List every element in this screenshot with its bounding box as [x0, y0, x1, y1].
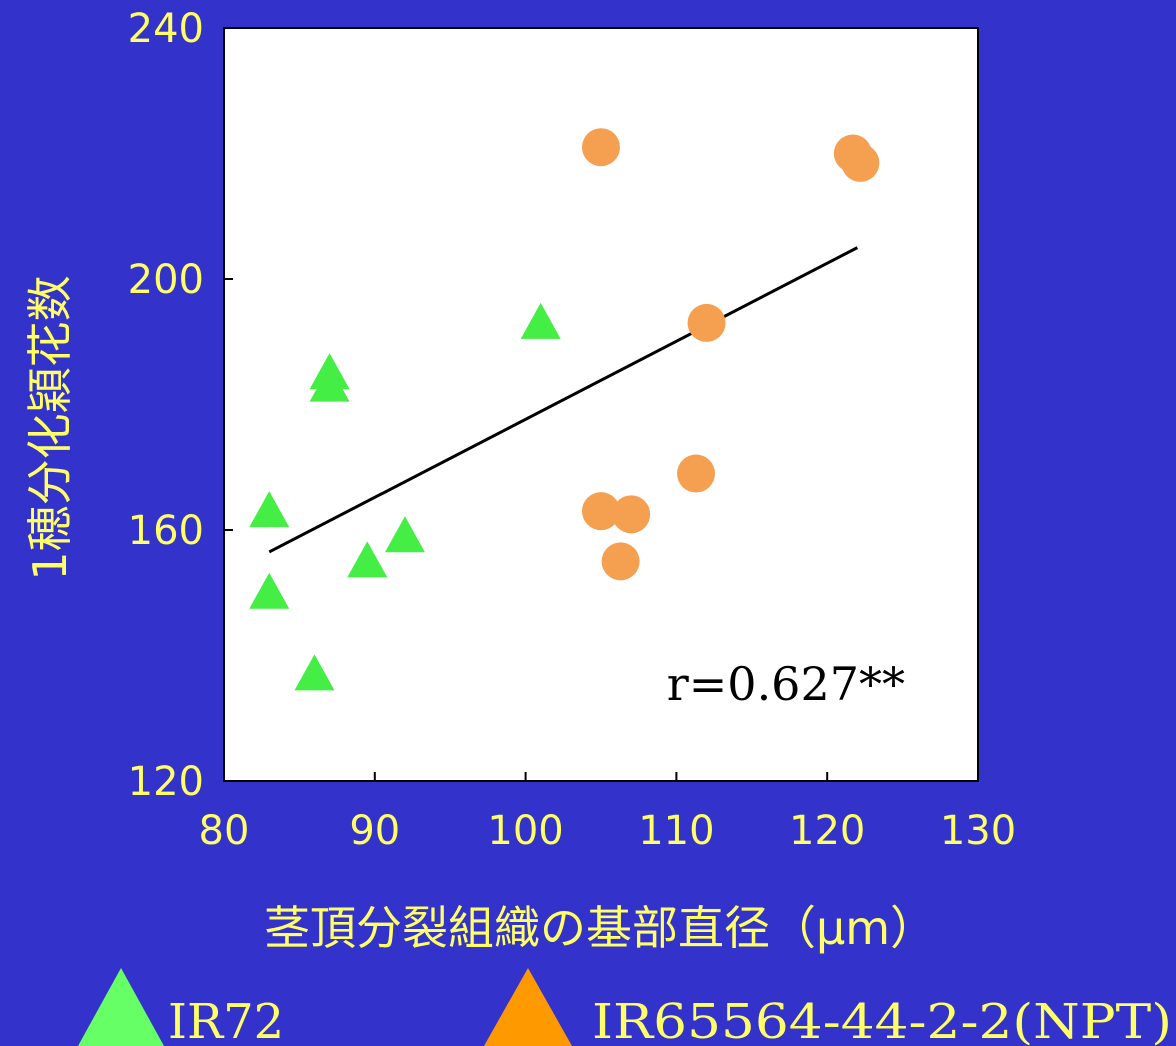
- npt-point: [677, 455, 715, 493]
- correlation-annotation: r=0.627**: [667, 657, 905, 711]
- x-tick-label: 90: [349, 808, 400, 854]
- y-tick-label: 200: [128, 257, 204, 303]
- npt-point: [602, 542, 640, 580]
- x-tick-label: 100: [487, 808, 563, 854]
- legend-ir72-label: IR72: [168, 994, 284, 1046]
- x-tick-label: 130: [940, 808, 1016, 854]
- x-tick-label: 80: [199, 808, 250, 854]
- npt-point: [582, 128, 620, 166]
- npt-point: [612, 495, 650, 533]
- npt-point: [841, 144, 879, 182]
- y-tick-label: 120: [128, 759, 204, 805]
- legend-npt-label: IR65564-44-2-2(NPT): [592, 994, 1172, 1046]
- x-tick-label: 120: [789, 808, 865, 854]
- x-tick-label: 110: [638, 808, 714, 854]
- y-axis-title: 1穂分化穎花数: [23, 275, 77, 580]
- npt-point: [688, 304, 726, 342]
- y-tick-label: 240: [128, 6, 204, 52]
- x-axis-title: 茎頂分裂組織の基部直径（μm）: [264, 901, 936, 955]
- y-tick-label: 160: [128, 508, 204, 554]
